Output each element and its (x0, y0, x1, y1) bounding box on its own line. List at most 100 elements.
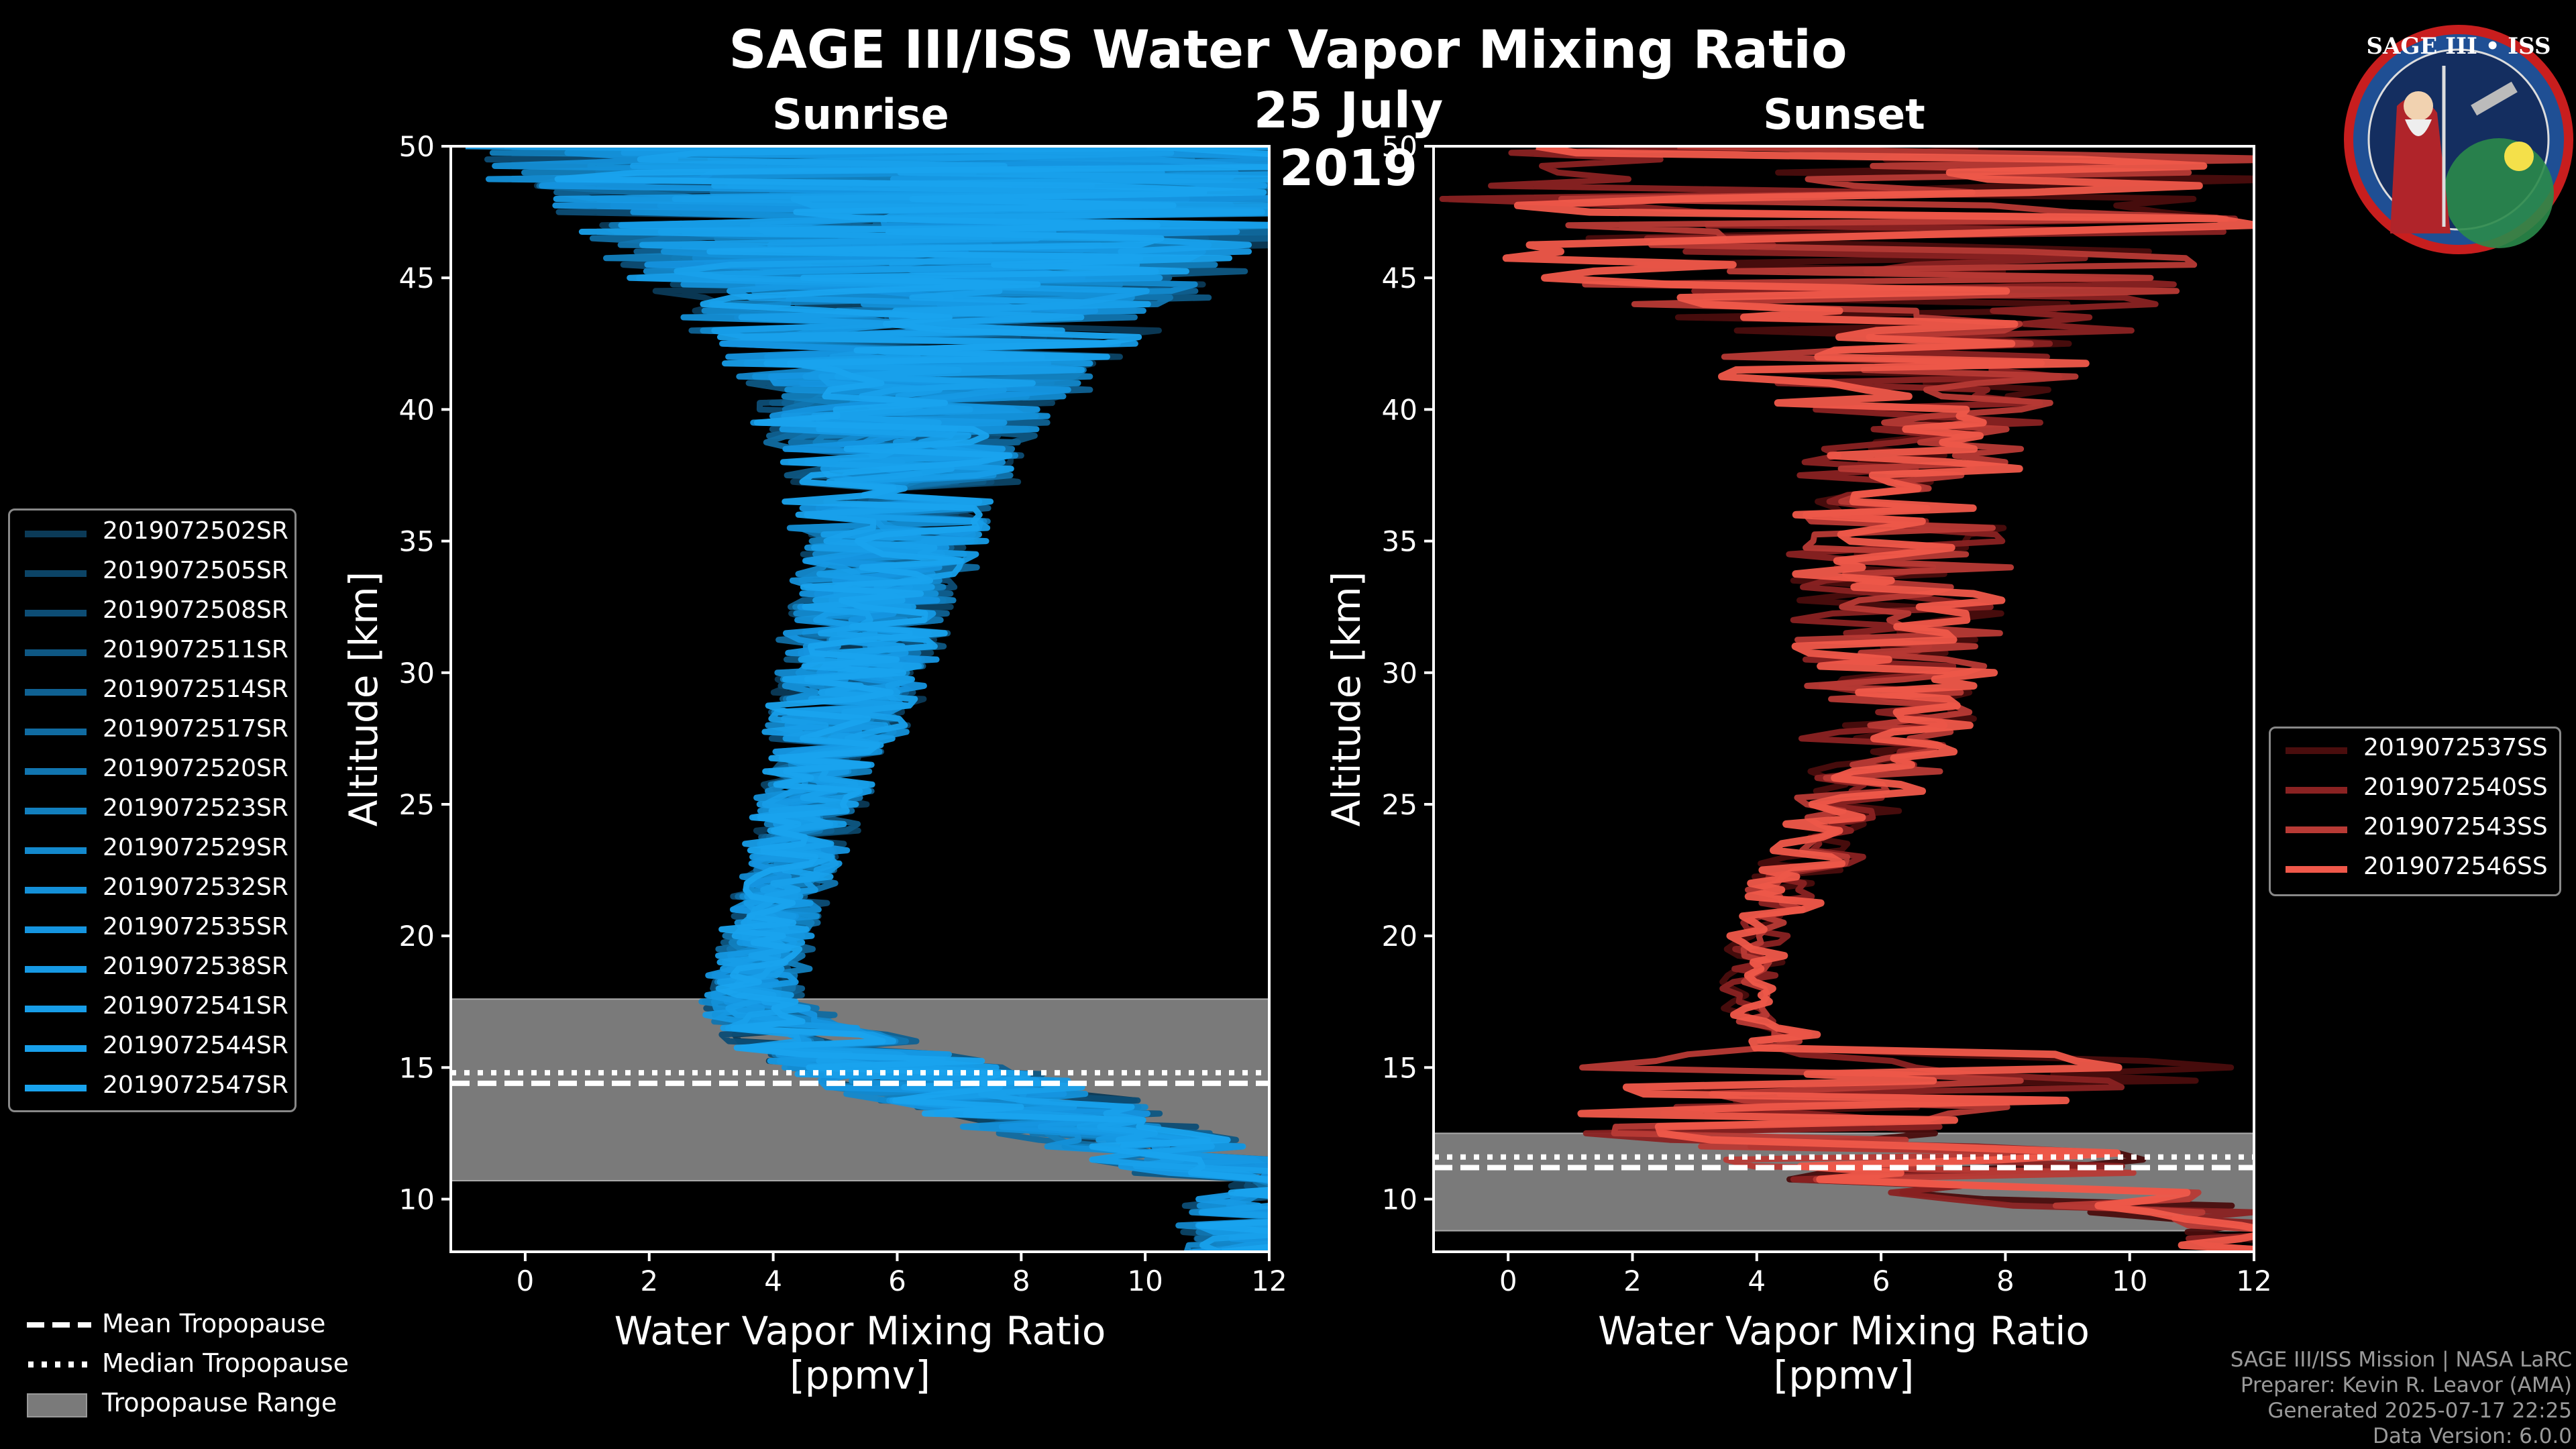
legend-label: 2019072529SR (103, 834, 288, 861)
plot-frame (449, 145, 1271, 1253)
plot-frame (1432, 145, 2255, 1253)
tropopause-legend: Mean Tropopause Median Tropopause Tropop… (20, 1305, 396, 1432)
legend-label: 2019072511SR (103, 636, 288, 663)
credit-line: Data Version: 6.0.0 (2372, 1424, 2572, 1448)
y-tick-label: 30 (1382, 657, 1417, 690)
x-tick-label: 4 (1748, 1265, 1766, 1297)
legend-label: 2019072537SS (2363, 734, 2548, 761)
y-tick-label: 40 (399, 393, 435, 426)
legend-label: Mean Tropopause (102, 1309, 326, 1338)
legend-label: 2019072535SR (103, 913, 288, 941)
sunset-legend: 2019072537SS 2019072540SS 2019072543SS 2019… (2269, 727, 2561, 896)
profile-2019072541SR (465, 146, 1269, 1252)
dotted-line-icon (28, 1361, 91, 1368)
legend-line-icon (25, 729, 87, 735)
legend-label: 2019072502SR (103, 517, 288, 545)
chart-date: 25 July 2019 (1253, 82, 1444, 197)
sunrise-panel-title: Sunrise (772, 90, 949, 139)
legend-line-icon (25, 610, 87, 616)
x-axis-label: Water Vapor Mixing Ratio (1598, 1308, 2090, 1354)
y-tick-label: 25 (1382, 788, 1417, 821)
y-tick-label: 25 (399, 788, 435, 821)
legend-line-icon (2286, 747, 2347, 754)
y-tick-label: 35 (1382, 525, 1417, 558)
y-tick-label: 20 (399, 920, 435, 953)
legend-label: 2019072546SS (2363, 853, 2548, 880)
y-tick-label: 40 (1382, 393, 1417, 426)
legend-tropopause-range: Tropopause Range (20, 1384, 396, 1424)
sunset-plot: 0 2 4 6 8 10 12 10 15 20 25 30 35 40 45 50 Water Vapor M… (1324, 130, 2272, 1398)
legend-label: Tropopause Range (102, 1388, 337, 1417)
x-tick-label: 8 (1996, 1265, 2015, 1297)
legend-median-tropopause: Median Tropopause (20, 1344, 396, 1385)
legend-label: 2019072520SR (103, 755, 288, 782)
y-tick-label: 15 (1382, 1051, 1417, 1084)
sunrise-plot: 0 2 4 6 8 10 12 10 15 20 25 30 35 40 45 50 Water Vapor M… (341, 130, 1287, 1398)
legend-label: 2019072543SS (2363, 813, 2548, 841)
legend-line-icon (25, 1006, 87, 1012)
sunset-panel-title: Sunset (1763, 90, 1925, 139)
y-tick-label: 30 (399, 657, 435, 690)
legend-line-icon (2286, 866, 2347, 873)
x-tick-label: 2 (1623, 1265, 1642, 1297)
profile-2019072547SR (554, 146, 1269, 1252)
profile-2019072546SS (1502, 146, 2254, 1252)
y-tick-label: 45 (1382, 262, 1417, 294)
x-tick-label: 2 (640, 1265, 658, 1297)
x-axis-label: [ppmv] (790, 1352, 930, 1398)
range-swatch-icon (27, 1393, 87, 1417)
y-tick-label: 50 (1382, 130, 1417, 163)
chart-main-title: SAGE III/ISS Water Vapor Mixing Ratio (729, 20, 1847, 80)
x-tick-label: 10 (2112, 1265, 2147, 1297)
legend-line-icon (25, 570, 87, 577)
legend-line-icon (2286, 787, 2347, 794)
credit-line: SAGE III/ISS Mission | NASA LaRC (2230, 1348, 2572, 1372)
y-tick-label: 50 (399, 130, 435, 163)
legend-label: Median Tropopause (102, 1348, 349, 1378)
legend-line-icon (25, 808, 87, 814)
x-tick-label: 12 (1251, 1265, 1287, 1297)
x-tick-label: 12 (2236, 1265, 2271, 1297)
y-axis-label: Altitude [km] (1324, 572, 1369, 826)
y-tick-label: 20 (1382, 920, 1417, 953)
x-tick-label: 0 (517, 1265, 535, 1297)
legend-label: 2019072508SR (103, 596, 288, 624)
logo-text: SAGE III • ISS (2366, 33, 2551, 60)
legend-label: 2019072538SR (103, 953, 288, 980)
credits: SAGE III/ISS Mission | NASA LaRC Prepare… (2231, 1347, 2572, 1449)
legend-line-icon (25, 926, 87, 933)
y-tick-label: 45 (399, 262, 435, 294)
legend-label: 2019072505SR (103, 557, 288, 584)
legend-label: 2019072541SR (103, 992, 288, 1020)
legend-label: 2019072532SR (103, 873, 288, 901)
profile-2019072543SS (1558, 146, 2254, 1232)
credit-line: Preparer: Kevin R. Leavor (AMA) (2240, 1373, 2572, 1397)
legend-line-icon (25, 847, 87, 854)
credit-line: Generated 2025-07-17 22:25 (2267, 1399, 2572, 1423)
legend-line-icon (25, 1085, 87, 1091)
legend-line-icon (25, 531, 87, 537)
y-tick-label: 10 (1382, 1183, 1417, 1216)
x-tick-label: 0 (1499, 1265, 1517, 1297)
legend-line-icon (25, 1045, 87, 1052)
legend-mean-tropopause: Mean Tropopause (20, 1305, 396, 1345)
legend-line-icon (25, 966, 87, 973)
legend-line-icon (25, 887, 87, 894)
legend-label: 2019072523SR (103, 794, 288, 822)
x-tick-label: 8 (1012, 1265, 1030, 1297)
legend-line-icon (25, 689, 87, 696)
legend-line-icon (25, 649, 87, 656)
sunrise-legend: 2019072502SR 2019072505SR 2019072508SR 2019… (8, 508, 297, 1112)
y-tick-label: 10 (399, 1183, 435, 1216)
y-tick-label: 15 (399, 1051, 435, 1084)
y-axis-label: Altitude [km] (341, 572, 386, 826)
profile-2019072544SR (578, 146, 1269, 1252)
x-axis-label: [ppmv] (1774, 1352, 1915, 1398)
x-tick-label: 6 (1872, 1265, 1890, 1297)
legend-line-icon (25, 768, 87, 775)
legend-label: 2019072547SR (103, 1071, 288, 1099)
legend-line-icon (2286, 826, 2347, 833)
x-tick-label: 10 (1127, 1265, 1163, 1297)
legend-label: 2019072544SR (103, 1032, 288, 1059)
